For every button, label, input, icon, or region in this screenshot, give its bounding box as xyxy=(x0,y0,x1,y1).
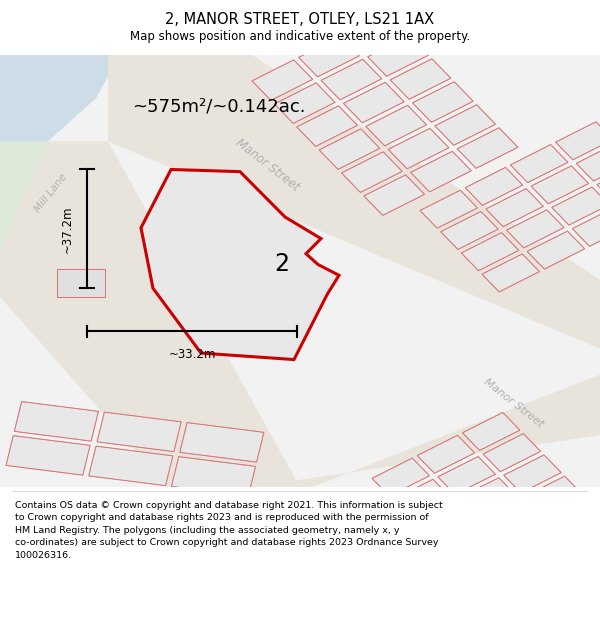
Polygon shape xyxy=(435,105,496,145)
Polygon shape xyxy=(465,168,523,206)
Polygon shape xyxy=(527,231,584,269)
Polygon shape xyxy=(168,374,600,487)
Polygon shape xyxy=(524,476,582,514)
Polygon shape xyxy=(597,164,600,202)
Text: Manor Street: Manor Street xyxy=(481,376,545,429)
Polygon shape xyxy=(172,457,256,496)
Polygon shape xyxy=(0,141,300,487)
Polygon shape xyxy=(390,59,451,99)
Polygon shape xyxy=(319,129,380,169)
Polygon shape xyxy=(458,478,516,516)
Polygon shape xyxy=(440,211,498,249)
Polygon shape xyxy=(461,232,519,271)
Polygon shape xyxy=(364,175,425,216)
Polygon shape xyxy=(413,501,471,539)
Polygon shape xyxy=(463,412,520,451)
Polygon shape xyxy=(252,60,313,101)
Polygon shape xyxy=(14,402,98,441)
Polygon shape xyxy=(0,55,120,159)
Text: ~37.2m: ~37.2m xyxy=(61,205,74,252)
Polygon shape xyxy=(531,166,589,204)
Polygon shape xyxy=(504,455,561,493)
Polygon shape xyxy=(366,106,427,146)
Text: 2, MANOR STREET, OTLEY, LS21 1AX: 2, MANOR STREET, OTLEY, LS21 1AX xyxy=(166,12,434,27)
Polygon shape xyxy=(297,106,358,146)
Polygon shape xyxy=(438,456,496,494)
Polygon shape xyxy=(89,446,173,486)
Polygon shape xyxy=(482,254,539,292)
Polygon shape xyxy=(108,55,600,349)
Text: Contains OS data © Crown copyright and database right 2021. This information is : Contains OS data © Crown copyright and d… xyxy=(15,501,443,560)
Polygon shape xyxy=(417,435,475,473)
Polygon shape xyxy=(392,479,450,518)
Polygon shape xyxy=(572,208,600,246)
Polygon shape xyxy=(511,144,568,182)
Text: ~33.2m: ~33.2m xyxy=(169,348,215,361)
Polygon shape xyxy=(368,36,428,76)
Polygon shape xyxy=(420,190,478,228)
Polygon shape xyxy=(388,128,449,169)
Text: ~575m²/~0.142ac.: ~575m²/~0.142ac. xyxy=(132,98,305,116)
Polygon shape xyxy=(343,82,404,123)
Polygon shape xyxy=(321,59,382,100)
Polygon shape xyxy=(97,412,181,452)
Polygon shape xyxy=(6,436,90,475)
Polygon shape xyxy=(506,210,564,248)
Polygon shape xyxy=(486,189,544,227)
Polygon shape xyxy=(412,82,473,122)
Polygon shape xyxy=(57,269,105,297)
Text: Map shows position and indicative extent of the property.: Map shows position and indicative extent… xyxy=(130,30,470,43)
Polygon shape xyxy=(274,83,335,123)
Polygon shape xyxy=(552,187,600,225)
Polygon shape xyxy=(479,499,536,537)
Polygon shape xyxy=(141,169,339,359)
Text: 2: 2 xyxy=(275,252,290,276)
Polygon shape xyxy=(346,12,406,53)
Polygon shape xyxy=(299,36,359,77)
Text: Mill Lane: Mill Lane xyxy=(33,172,69,214)
Polygon shape xyxy=(0,141,96,297)
Text: Manor Street: Manor Street xyxy=(233,136,301,194)
Polygon shape xyxy=(372,458,430,496)
Polygon shape xyxy=(180,422,264,462)
Polygon shape xyxy=(410,151,471,192)
Polygon shape xyxy=(434,522,491,560)
Polygon shape xyxy=(457,127,518,168)
Polygon shape xyxy=(556,122,600,160)
Polygon shape xyxy=(577,143,600,181)
Polygon shape xyxy=(341,152,402,192)
Polygon shape xyxy=(483,434,541,472)
